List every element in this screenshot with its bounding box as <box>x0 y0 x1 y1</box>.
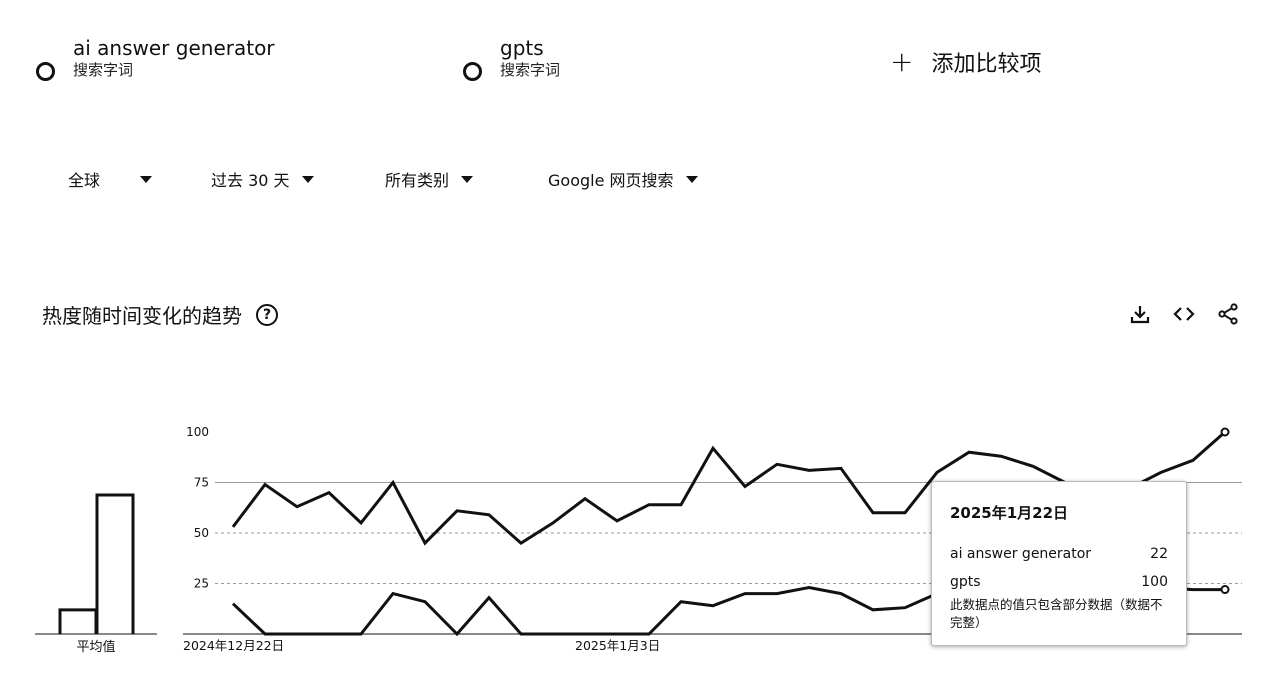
avg-bar <box>95 493 135 634</box>
caret-down-icon <box>461 175 474 183</box>
section-header: 热度随时间变化的趋势 ? <box>42 300 278 329</box>
region-filter[interactable]: 全球 <box>68 167 153 191</box>
help-icon[interactable]: ? <box>256 303 278 326</box>
chart-toolbar <box>1128 302 1240 326</box>
add-compare-label: 添加比较项 <box>931 52 1042 77</box>
y-tick-label: 50 <box>194 526 209 540</box>
filter-bar: 全球 过去 30 天 所有类别 Google 网页搜索 <box>0 167 1280 191</box>
filter-label: Google 网页搜索 <box>548 171 674 190</box>
download-icon[interactable] <box>1128 302 1152 326</box>
average-bar-chart: 平均值 <box>35 493 157 655</box>
embed-code-icon[interactable] <box>1172 302 1196 326</box>
filter-label: 所有类别 <box>385 171 450 190</box>
section-title: 热度随时间变化的趋势 <box>42 304 242 328</box>
series-end-point <box>1220 585 1230 595</box>
search-type-filter[interactable]: Google 网页搜索 <box>548 167 698 191</box>
data-point-tooltip: 2025年1月22日 ai answer generator 22 gpts 1… <box>931 481 1187 646</box>
series-line <box>231 430 1226 546</box>
add-compare-button[interactable]: + 添加比较项 <box>890 46 1041 78</box>
tooltip-series-value: 100 <box>1141 574 1168 590</box>
tooltip-date: 2025年1月22日 <box>950 504 1069 522</box>
term-gpts[interactable]: gpts 搜索字词 <box>463 36 560 81</box>
tooltip-note: 此数据点的值只包含部分数据（数据不完整） <box>950 597 1163 630</box>
tooltip-series-value: 22 <box>1150 546 1168 562</box>
avg-bar <box>58 608 98 634</box>
plus-icon: + <box>890 45 914 78</box>
x-tick-label: 2024年12月22日 <box>183 638 284 653</box>
y-tick-label: 75 <box>194 476 209 490</box>
term-subtitle: 搜索字词 <box>73 61 134 79</box>
x-tick-label: 2025年1月3日 <box>575 638 660 653</box>
y-tick-label: 100 <box>186 425 209 439</box>
series-marker-icon <box>36 62 55 81</box>
avg-category-label: 平均值 <box>76 639 115 655</box>
tooltip-series-name: ai answer generator <box>950 546 1092 562</box>
tooltip-row: ai answer generator 22 <box>950 546 1168 562</box>
term-ai-answer-generator[interactable]: ai answer generator 搜索字词 <box>36 36 275 81</box>
caret-down-icon <box>685 175 698 183</box>
tooltip-row: gpts 100 <box>950 574 1168 590</box>
series-marker-icon <box>463 62 482 81</box>
tooltip-series-name: gpts <box>950 574 981 590</box>
share-icon[interactable] <box>1216 302 1240 326</box>
filter-label: 全球 <box>68 171 101 190</box>
caret-down-icon <box>301 175 314 183</box>
term-name: ai answer generator <box>73 36 275 60</box>
axis-labels: 100 75 50 25 2024年12月22日 2025年1月3日 <box>183 425 660 653</box>
term-name: gpts <box>500 36 544 60</box>
category-filter[interactable]: 所有类别 <box>385 167 474 191</box>
caret-down-icon <box>140 175 153 183</box>
time-range-filter[interactable]: 过去 30 天 <box>211 167 314 191</box>
filter-label: 过去 30 天 <box>211 171 290 190</box>
series-end-point <box>1220 427 1230 437</box>
term-subtitle: 搜索字词 <box>500 61 561 79</box>
y-tick-label: 25 <box>194 577 209 591</box>
